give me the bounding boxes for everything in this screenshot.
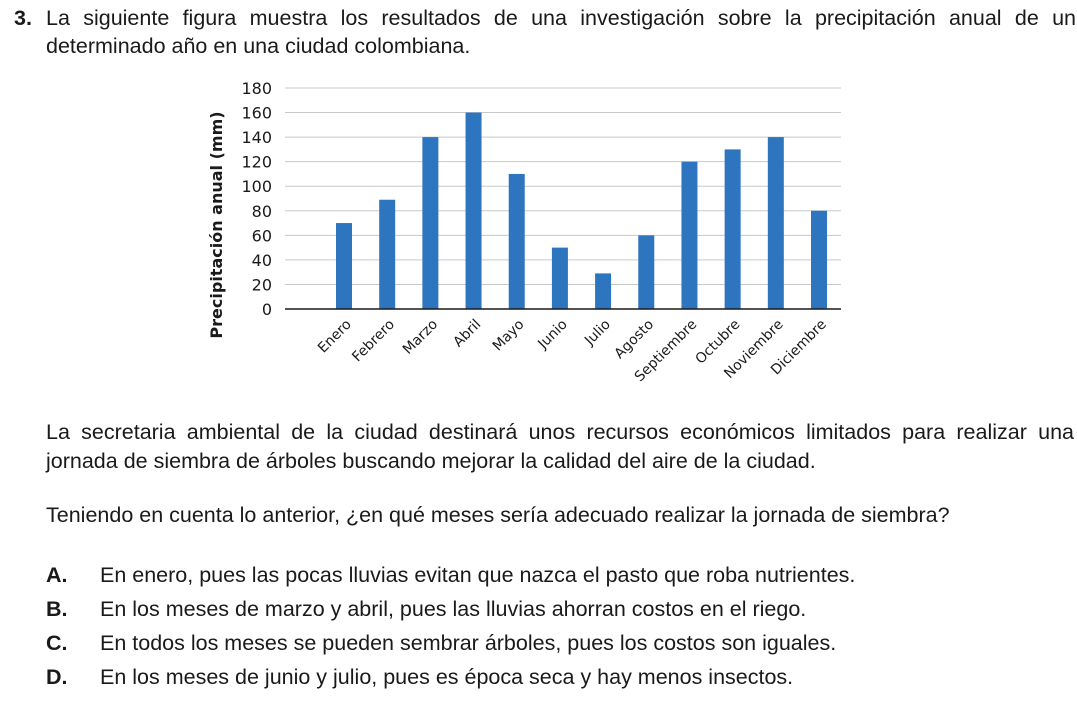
x-tick-label: Marzo — [400, 317, 441, 358]
y-axis-ticks: 0 20 40 60 80 100 120 140 160 180 — [241, 79, 272, 319]
x-tick-label: Mayo — [490, 317, 528, 355]
bar-agosto — [638, 235, 655, 309]
option-letter: D. — [46, 665, 68, 689]
x-tick-label: Julio — [581, 317, 614, 350]
y-tick-label: 100 — [241, 177, 272, 196]
y-axis-label: Precipitación anual (mm) — [207, 111, 226, 338]
y-tick-label: 180 — [241, 79, 272, 98]
y-tick-label: 20 — [252, 275, 272, 294]
y-tick-label: 60 — [252, 226, 272, 245]
y-tick-label: 80 — [252, 202, 272, 221]
y-tick-label: 160 — [241, 104, 272, 123]
question-text: La siguiente figura muestra los resultad… — [46, 6, 1076, 58]
context-paragraph: La secretaria ambiental de la ciudad des… — [46, 420, 1074, 473]
option-text: En los meses de junio y julio, pues es é… — [100, 665, 794, 689]
answer-options: A. En enero, pues las pocas lluvias evit… — [46, 561, 1066, 697]
x-tick-label: Febrero — [349, 317, 398, 366]
bar-septiembre — [681, 161, 698, 309]
question-prompt: Teniendo en cuenta lo anterior, ¿en qué … — [46, 503, 950, 527]
option-text: En todos los meses se pueden sembrar árb… — [100, 631, 837, 655]
option-letter: C. — [46, 631, 68, 655]
bar-mayo — [508, 173, 525, 309]
bar-noviembre — [767, 137, 784, 309]
option-letter: B. — [46, 597, 68, 621]
bar-enero — [336, 223, 352, 309]
chart-bars — [336, 112, 827, 309]
bar-octubre — [724, 149, 741, 309]
bar-junio — [551, 247, 568, 309]
option-d[interactable]: D. En los meses de junio y julio, pues e… — [46, 663, 1066, 697]
option-c[interactable]: C. En todos los meses se pueden sembrar … — [46, 629, 1066, 663]
option-text: En los meses de marzo y abril, pues las … — [100, 597, 807, 621]
chart-gridlines — [285, 87, 841, 285]
x-tick-label: Junio — [534, 317, 570, 353]
bar-febrero — [379, 199, 396, 309]
option-a[interactable]: A. En enero, pues las pocas lluvias evit… — [46, 561, 1066, 595]
bar-abril — [465, 112, 482, 309]
y-tick-label: 0 — [262, 300, 272, 319]
y-tick-label: 140 — [241, 128, 272, 147]
bar-marzo — [422, 137, 439, 309]
y-tick-label: 40 — [252, 251, 272, 270]
bar-diciembre — [811, 210, 827, 309]
option-b[interactable]: B. En los meses de marzo y abril, pues l… — [46, 595, 1066, 629]
bar-julio — [595, 273, 612, 309]
y-tick-label: 120 — [241, 153, 272, 172]
x-tick-label: Enero — [315, 317, 355, 357]
option-letter: A. — [46, 563, 68, 587]
option-text: En enero, pues las pocas lluvias evitan … — [100, 563, 856, 587]
x-tick-label: Abril — [450, 317, 484, 351]
question-number: 3. — [14, 6, 32, 30]
